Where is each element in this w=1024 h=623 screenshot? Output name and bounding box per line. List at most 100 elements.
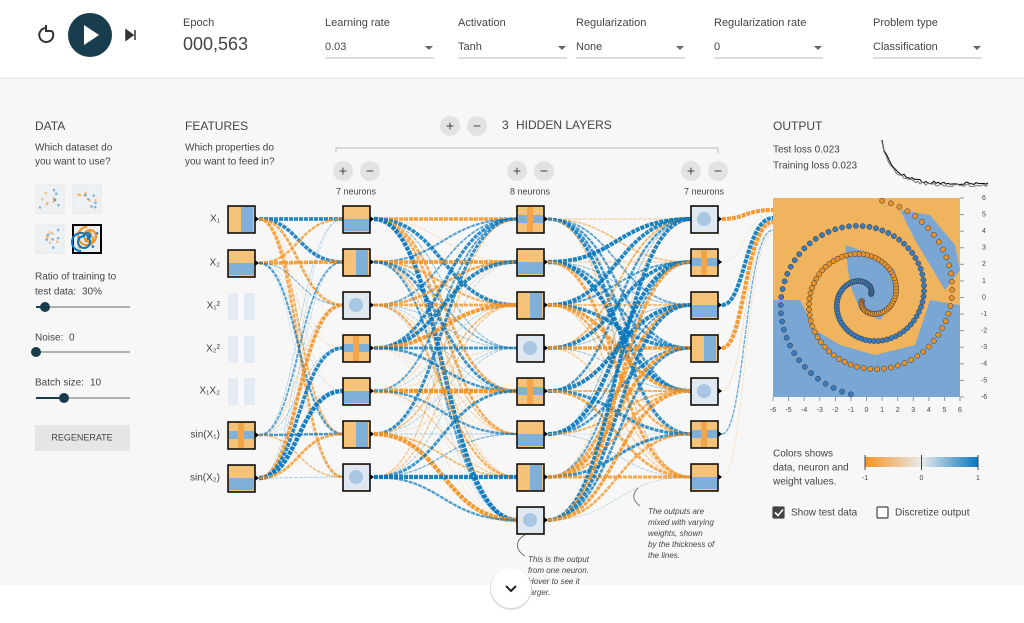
colorbar-label: 0 (920, 475, 924, 482)
data-point (925, 343, 932, 350)
remove-button[interactable] (708, 161, 728, 181)
dataset-thumbnail[interactable] (35, 184, 65, 214)
thumb-dot (57, 203, 60, 207)
data-point (839, 224, 845, 231)
label: Test loss 0.023 (773, 145, 840, 156)
thumb-dot (93, 205, 97, 209)
data-point (821, 343, 828, 350)
text-line: Which properties do (185, 143, 274, 154)
slider-knob[interactable] (59, 393, 69, 403)
data-point (811, 280, 817, 287)
label: − (714, 163, 722, 179)
data-point (783, 334, 790, 341)
feature-label: sin(X₂) (190, 473, 220, 484)
checkbox-label: Discretize output (895, 508, 970, 519)
weight-link (373, 304, 518, 478)
x-tick-label: 3 (911, 407, 915, 414)
neuron-region (697, 384, 711, 398)
data-point (791, 257, 798, 264)
weight-link (258, 262, 344, 306)
data-point (910, 317, 917, 324)
x-tick-label: -6 (770, 407, 776, 414)
data-point (819, 232, 825, 238)
neuron-region (518, 262, 543, 274)
weight-link (373, 218, 518, 478)
dropdown-arrow (558, 46, 566, 50)
weight-link (547, 433, 692, 478)
weight-link (373, 304, 518, 435)
add-button[interactable] (333, 161, 353, 181)
neuron-region (229, 478, 254, 490)
slider-knob[interactable] (40, 302, 50, 312)
x-tick-label: 4 (927, 407, 931, 414)
weight-link (373, 217, 518, 436)
weight-link (258, 218, 344, 349)
weight-link (258, 218, 344, 392)
data-point (935, 331, 942, 338)
text-line: Colors shows (773, 449, 833, 460)
data-point (836, 356, 842, 362)
data-point (822, 263, 829, 270)
thumb-dot (48, 231, 52, 234)
weight-link (721, 229, 774, 435)
data-point (825, 229, 832, 235)
data-point (891, 233, 897, 239)
data-point (948, 270, 954, 277)
feature-label: X₂ (209, 258, 220, 269)
data-point (846, 223, 852, 230)
weight-link (258, 261, 344, 436)
add-button[interactable] (440, 116, 460, 136)
data-point (814, 334, 821, 340)
label: + (513, 163, 521, 179)
data-point (904, 208, 911, 215)
add-button[interactable] (681, 161, 701, 181)
data-point (812, 236, 819, 242)
thumb-dot (91, 245, 95, 248)
scroll-button[interactable] (491, 568, 531, 608)
weight-link (373, 389, 518, 436)
label: Learning rate (325, 17, 390, 29)
regenerate-button[interactable] (35, 425, 130, 451)
weight-link (373, 304, 518, 349)
y-tick-label: 5 (982, 211, 986, 218)
weight-link (721, 219, 774, 351)
data-point (896, 236, 903, 243)
label: Training loss 0.023 (773, 161, 858, 172)
data-point (822, 380, 829, 387)
data-point (867, 366, 874, 372)
remove-button[interactable] (360, 161, 380, 181)
checkbox[interactable] (772, 506, 785, 519)
data-point (806, 306, 812, 313)
checkbox-label: Show test data (791, 508, 858, 519)
reset-button[interactable] (38, 25, 55, 43)
data-point (777, 302, 784, 308)
label: DATA (35, 119, 65, 133)
layer-label: 8 neurons (510, 186, 551, 196)
data-point (819, 267, 826, 274)
label: Problem type (873, 17, 938, 29)
checkbox[interactable] (876, 506, 889, 519)
add-button[interactable] (507, 161, 527, 181)
links (258, 207, 774, 523)
step-button[interactable] (125, 28, 136, 42)
weight-link (373, 475, 518, 522)
text-line: weight values. (772, 477, 836, 488)
x-tick-label: 6 (958, 407, 962, 414)
loss-curve-train (881, 141, 989, 188)
remove-button[interactable] (467, 116, 487, 136)
thumb-dot (45, 238, 48, 241)
thumb-dot (38, 206, 42, 209)
weight-link (721, 215, 774, 308)
thumb-dot (84, 193, 87, 197)
neuron-output (370, 259, 374, 265)
data-point (830, 385, 837, 391)
colorbar-label: -1 (862, 475, 868, 482)
remove-button[interactable] (534, 161, 554, 181)
data-point (905, 245, 912, 252)
data-point (915, 260, 922, 267)
weight-link (373, 347, 518, 478)
layer-label: 7 neurons (684, 186, 725, 196)
output-heatmap (773, 198, 960, 397)
slider-knob[interactable] (31, 347, 41, 357)
dataset-thumbnail[interactable] (35, 224, 65, 254)
